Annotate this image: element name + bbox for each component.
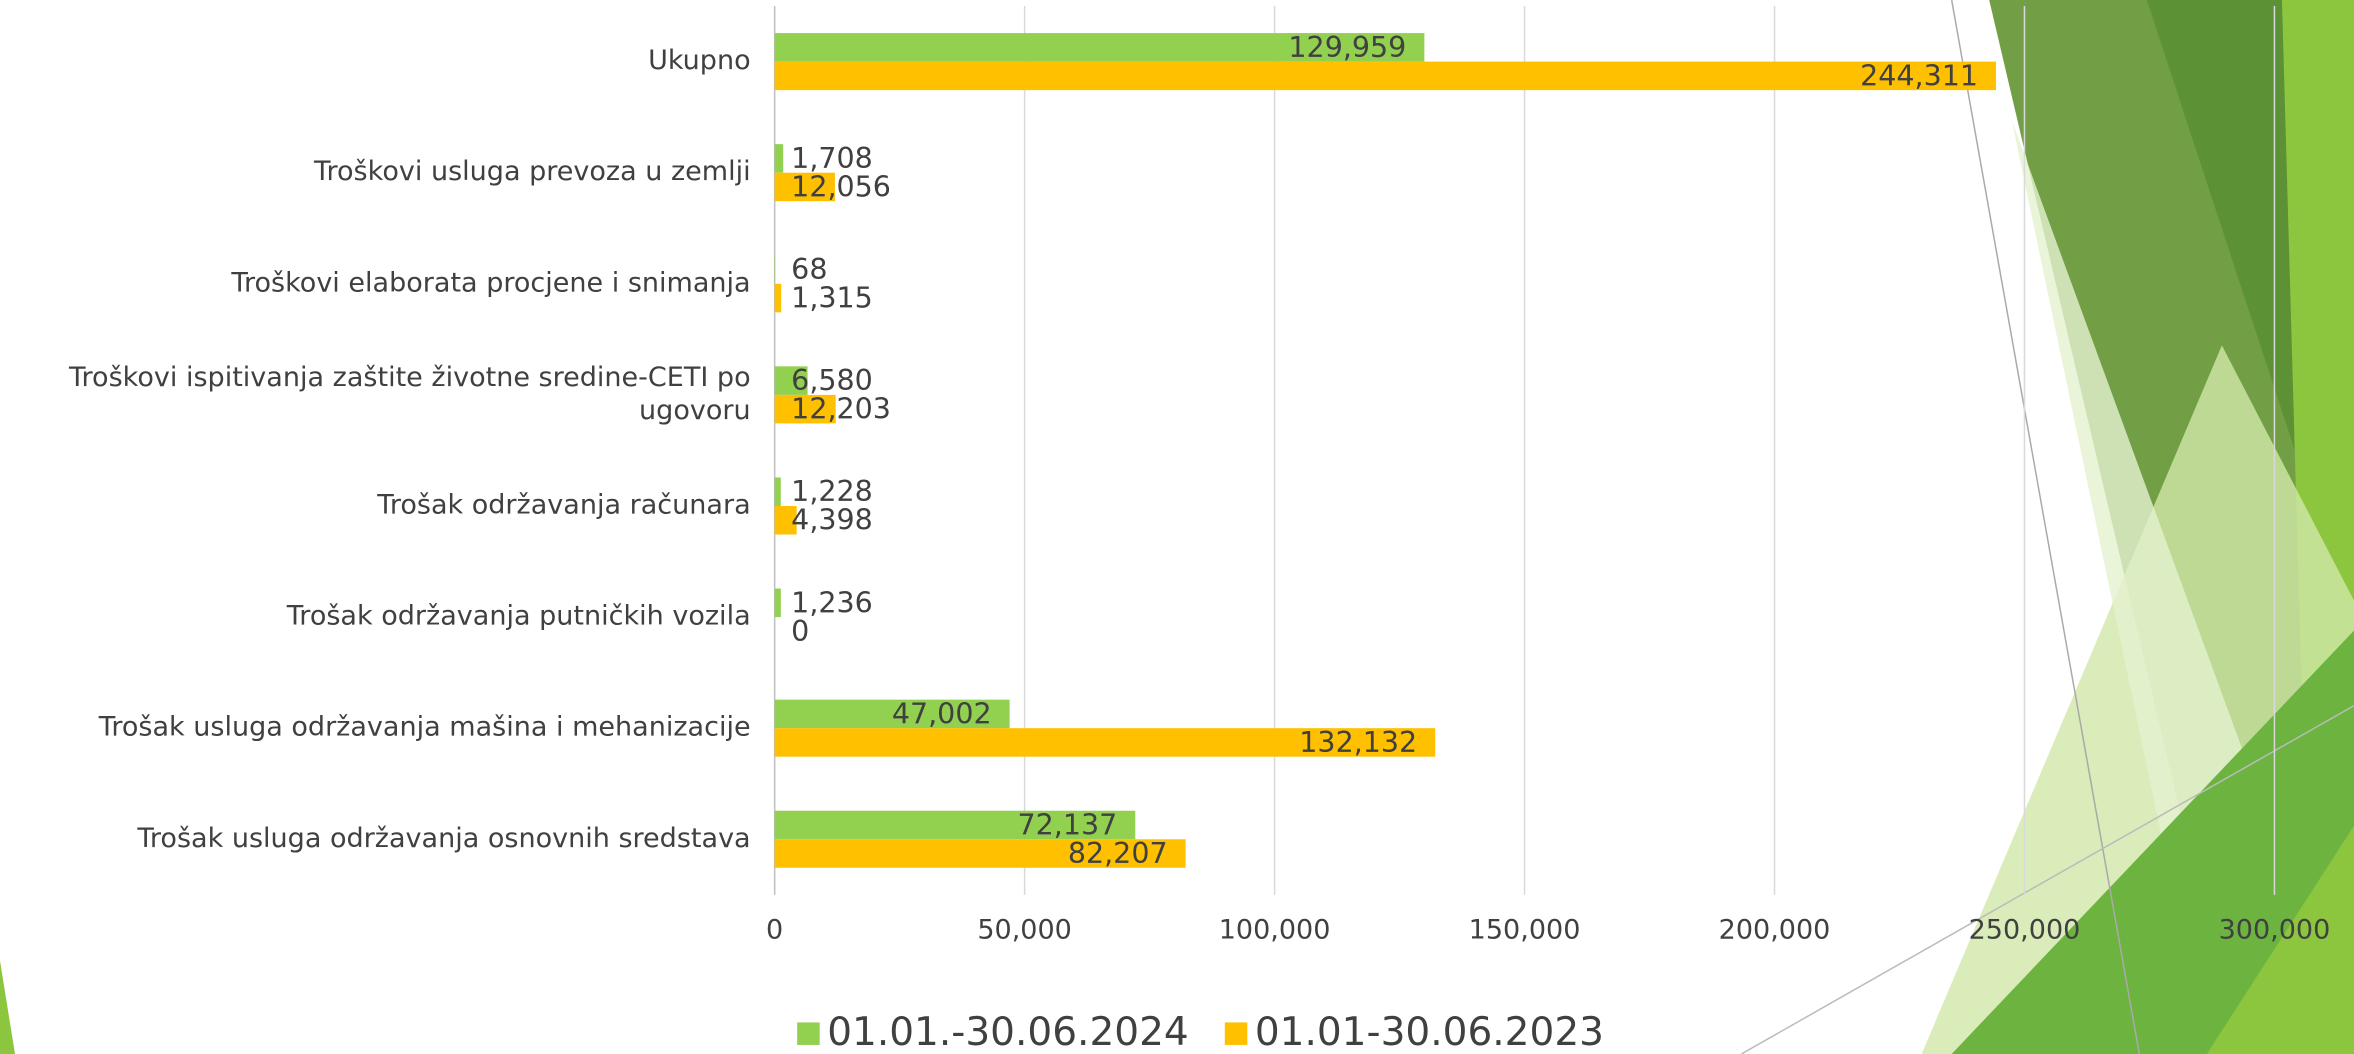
x-tick-label: 0 [766,914,783,945]
category-label: Trošak usluga održavanja mašina i mehani… [0,673,751,784]
data-label: 132,132 [1299,726,1417,759]
data-label: 129,959 [1288,31,1406,64]
legend-swatch [1225,1022,1248,1045]
x-tick-label: 50,000 [977,914,1072,945]
category-label: Trošak usluga održavanja osnovnih sredst… [0,784,751,895]
bar [775,62,1996,91]
category-label: Troškovi usluga prevoza u zemlji [0,117,751,228]
bar [775,589,781,618]
category-label: Trošak održavanja putničkih vozila [0,562,751,673]
category-label: Troškovi elaborata procjene i snimanja [0,228,751,339]
x-tick-label: 300,000 [2219,914,2331,945]
legend-label: 01.01-30.06.2023 [1255,1010,1604,1054]
bar [775,284,782,313]
chart: 0 50,000 100,000 150,000 200,000 250,000 300,0… [0,0,2354,1054]
category-label: Ukupno [0,6,751,117]
data-label: 12,056 [791,170,891,203]
legend-swatch [797,1022,820,1045]
bar [775,477,781,506]
data-label: 4,398 [791,504,873,537]
data-label: 12,203 [791,393,891,426]
category-label-box: Ukupno [0,6,751,117]
data-label: 82,207 [1068,837,1168,870]
category-label-box: Trošak usluga održavanja mašina i mehani… [0,673,751,784]
category-label-box: Trošak održavanja računara [0,450,751,561]
x-tick-label: 100,000 [1219,914,1331,945]
bar [775,144,784,173]
data-label: 244,311 [1860,59,1978,92]
category-label-box: Troškovi usluga prevoza u zemlji [0,117,751,228]
category-label-box: Troškovi elaborata procjene i snimanja [0,228,751,339]
category-label: Troškovi ispitivanja zaštite životne sre… [0,339,751,450]
data-label: 1,315 [791,282,873,315]
data-label: 47,002 [892,697,992,730]
x-tick-label: 250,000 [1969,914,2081,945]
data-label: 0 [791,615,809,648]
category-label-box: Trošak usluga održavanja osnovnih sredst… [0,784,751,895]
category-label-box: Trošak održavanja putničkih vozila [0,562,751,673]
x-tick-label: 150,000 [1469,914,1581,945]
category-label-box: Troškovi ispitivanja zaštite životne sre… [0,339,751,450]
category-label: Trošak održavanja računara [0,450,751,561]
page: 0 50,000 100,000 150,000 200,000 250,000 300,0… [0,0,2354,1054]
x-tick-label: 200,000 [1719,914,1831,945]
legend-label: 01.01.-30.06.2024 [827,1010,1189,1054]
